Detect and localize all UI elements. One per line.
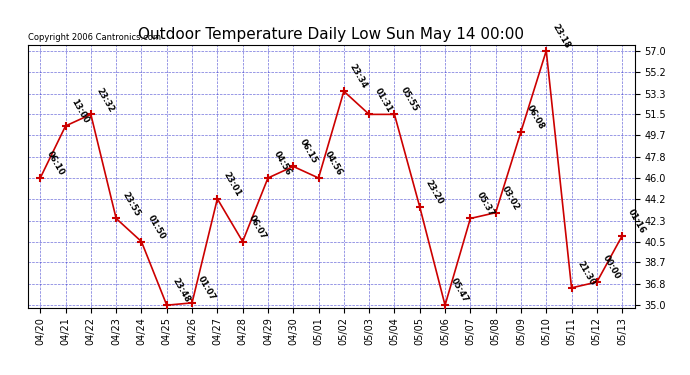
Text: 05:47: 05:47	[449, 277, 471, 304]
Text: 01:50: 01:50	[146, 213, 167, 241]
Text: 23:20: 23:20	[424, 178, 445, 206]
Text: 06:07: 06:07	[247, 213, 268, 241]
Text: 06:10: 06:10	[44, 150, 66, 177]
Text: 06:08: 06:08	[525, 104, 546, 131]
Text: 04:56: 04:56	[323, 150, 344, 177]
Text: 23:32: 23:32	[95, 86, 116, 114]
Text: Copyright 2006 Cantronics.com: Copyright 2006 Cantronics.com	[28, 33, 161, 42]
Text: 03:02: 03:02	[500, 184, 521, 212]
Text: 01:07: 01:07	[196, 274, 217, 302]
Text: 06:15: 06:15	[297, 138, 319, 166]
Text: 23:55: 23:55	[120, 190, 141, 217]
Text: 23:48: 23:48	[171, 277, 192, 304]
Text: 05:37: 05:37	[475, 190, 495, 217]
Text: 01:16: 01:16	[627, 207, 647, 235]
Text: 21:30: 21:30	[575, 260, 597, 287]
Text: 04:56: 04:56	[272, 150, 293, 177]
Text: 23:18: 23:18	[551, 22, 571, 50]
Text: 13:00: 13:00	[70, 98, 91, 125]
Text: 00:00: 00:00	[601, 254, 622, 281]
Text: 23:34: 23:34	[348, 63, 369, 90]
Text: 23:01: 23:01	[221, 171, 243, 198]
Title: Outdoor Temperature Daily Low Sun May 14 00:00: Outdoor Temperature Daily Low Sun May 14…	[138, 27, 524, 42]
Text: 01:31: 01:31	[373, 86, 395, 114]
Text: 05:55: 05:55	[399, 86, 420, 114]
